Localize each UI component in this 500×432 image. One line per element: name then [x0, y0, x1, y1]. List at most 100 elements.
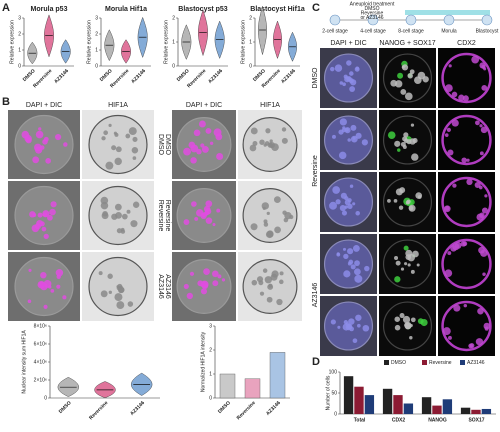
nucleus [336, 252, 341, 257]
nucleus [466, 158, 470, 162]
nucleus [193, 129, 201, 137]
nucleus [116, 301, 125, 310]
nucleus [49, 208, 56, 216]
nucleus [37, 212, 43, 218]
nucleus [212, 222, 216, 227]
nucleus [183, 147, 191, 156]
nucleus [281, 137, 288, 144]
bar [471, 409, 481, 414]
bar [460, 407, 471, 414]
bar [481, 408, 492, 414]
nucleus [339, 81, 344, 85]
row-label: DMSO [312, 67, 319, 89]
nucleus [452, 183, 457, 188]
legend-label: Reversine [429, 360, 452, 366]
nucleus [446, 127, 451, 132]
nucleus [408, 204, 416, 212]
nucleus [250, 127, 258, 135]
stage-label: 8-cell stage [398, 28, 424, 34]
nucleus [56, 274, 61, 279]
nucleus [346, 60, 352, 66]
nucleus [347, 248, 354, 255]
nucleus [29, 211, 36, 218]
nucleus [205, 128, 212, 134]
embryo [382, 239, 433, 289]
nucleus [352, 202, 356, 206]
nucleus [399, 313, 405, 319]
nucleus [349, 71, 354, 76]
nucleus [355, 66, 360, 71]
nucleus [24, 134, 32, 143]
legend-swatch [422, 360, 427, 365]
nucleus [43, 304, 48, 309]
nucleus [281, 127, 287, 132]
nucleus [444, 133, 449, 137]
nucleus [400, 267, 405, 271]
nucleus [397, 72, 404, 79]
nucleus [332, 134, 336, 139]
stage-icon [329, 14, 341, 26]
nucleus [466, 178, 473, 186]
nucleus [279, 279, 284, 285]
nucleus [217, 274, 222, 279]
embryo [382, 115, 433, 165]
nucleus [132, 136, 138, 142]
nucleus [41, 226, 47, 232]
nucleus [394, 276, 401, 283]
nucleus [116, 228, 122, 234]
nucleus [347, 138, 351, 142]
nucleus [390, 79, 398, 87]
nucleus [405, 200, 410, 205]
nucleus [330, 319, 336, 325]
y-tick-label: 0 [95, 63, 98, 69]
nucleus [127, 301, 134, 307]
nucleus [397, 148, 401, 152]
row-label: AZ3146 [157, 274, 164, 299]
nucleus [201, 145, 209, 153]
nucleus [484, 326, 489, 331]
row-label: AZ3146 [164, 274, 171, 299]
nucleus [448, 64, 452, 68]
y-tick-label: 0 [249, 63, 252, 69]
nucleus [259, 291, 265, 296]
nucleus [354, 260, 360, 267]
nucleus [364, 265, 370, 272]
nucleus [349, 326, 355, 332]
nucleus [274, 226, 281, 234]
nucleus [481, 207, 488, 214]
nucleus [204, 211, 210, 216]
treatment-note: Aneuploid treatment [350, 1, 395, 7]
nucleus [338, 151, 347, 160]
nucleus [115, 146, 122, 153]
x-tick-label: CDX2 [392, 417, 406, 423]
nucleus [115, 211, 122, 219]
y-tick-label: 50 [331, 390, 337, 396]
nucleus [265, 230, 274, 239]
nucleus [362, 324, 370, 332]
legend-swatch [384, 360, 389, 365]
x-tick-label: AZ3146 [129, 400, 146, 417]
nucleus [329, 201, 337, 210]
nucleus [475, 338, 484, 346]
treatment-note: Reversine [361, 10, 384, 16]
column-header: DAPI + DIC [186, 102, 222, 109]
nucleus [259, 139, 265, 145]
nucleus [221, 278, 226, 282]
nucleus [200, 143, 205, 148]
embryo [441, 52, 492, 104]
nucleus [250, 223, 258, 231]
nucleus [443, 205, 451, 213]
nucleus [267, 284, 274, 290]
nucleus [357, 323, 361, 328]
bar [343, 376, 354, 414]
legend-swatch [460, 360, 465, 365]
y-axis-label: Normalized HIF1A intensity [200, 331, 206, 392]
nucleus [463, 303, 468, 308]
nucleus [105, 161, 114, 170]
chart-title: Blastocyst p53 [178, 6, 228, 13]
nucleus [330, 66, 335, 72]
nucleus [32, 156, 40, 164]
nucleus [126, 209, 131, 214]
nucleus [410, 269, 415, 274]
